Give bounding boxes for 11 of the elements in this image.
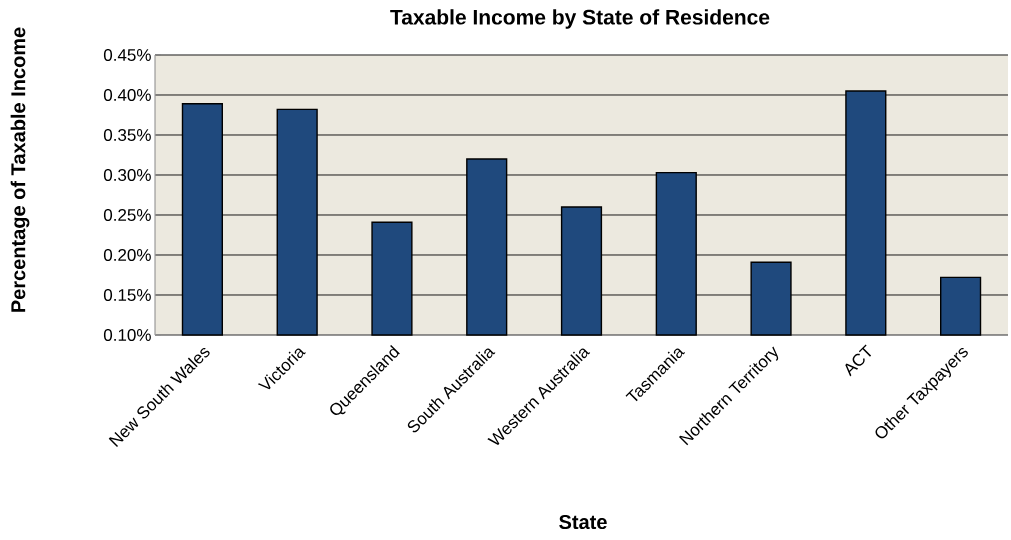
y-tick-label: 0.35% — [103, 128, 151, 142]
y-tick-label: 0.30% — [103, 168, 151, 182]
y-tick-label: 0.40% — [103, 88, 151, 102]
y-tick-label: 0.15% — [103, 288, 151, 302]
chart-title: Taxable Income by State of Residence — [390, 9, 770, 29]
y-tick-label: 0.20% — [103, 248, 151, 262]
y-tick-label: 0.25% — [103, 208, 151, 222]
x-axis-title: State — [559, 514, 607, 530]
y-tick-label: 0.45% — [103, 48, 151, 62]
y-tick-label: 0.10% — [103, 328, 151, 342]
y-axis-title: Percentage of Taxable Income — [10, 27, 30, 312]
